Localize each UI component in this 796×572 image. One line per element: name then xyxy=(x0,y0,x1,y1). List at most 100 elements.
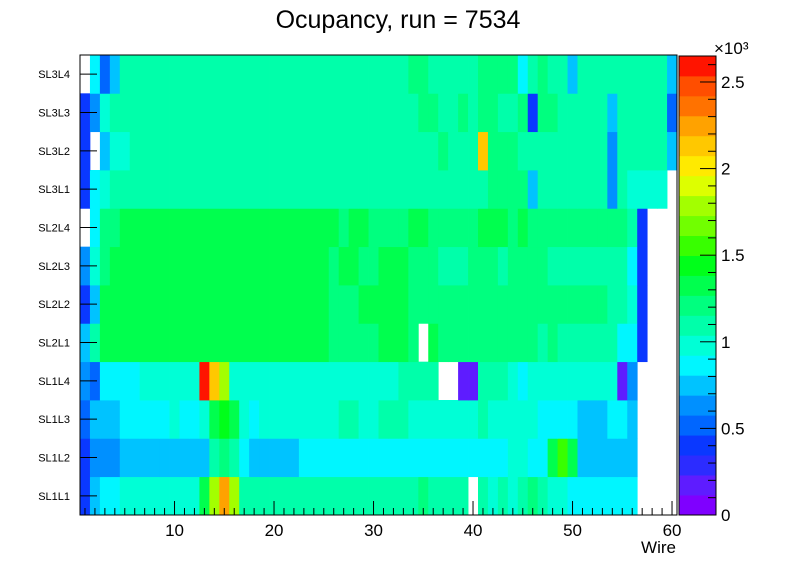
heatmap-cell xyxy=(448,285,459,324)
heatmap-cell xyxy=(537,246,549,286)
heatmap-cell xyxy=(189,208,200,248)
heatmap-cell xyxy=(199,170,210,209)
heatmap-cell xyxy=(219,93,230,133)
heatmap-cell xyxy=(139,55,151,94)
heatmap-cell xyxy=(378,93,389,133)
heatmap-cell xyxy=(408,438,419,478)
heatmap-cell xyxy=(458,361,469,401)
heatmap-cell xyxy=(189,170,200,209)
heatmap-cell xyxy=(298,361,310,401)
heatmap-cell xyxy=(378,476,389,516)
heatmap-cell xyxy=(667,55,678,94)
heatmap-cell xyxy=(408,246,419,286)
heatmap-cell xyxy=(288,361,300,401)
heatmap-cell xyxy=(288,131,300,171)
heatmap-cell xyxy=(338,400,350,439)
heatmap-cell xyxy=(239,246,250,286)
heatmap-cell xyxy=(597,208,608,248)
heatmap-cell xyxy=(149,208,160,248)
heatmap-cell xyxy=(448,131,459,171)
heatmap-cell xyxy=(607,285,618,324)
heatmap-cell xyxy=(527,131,539,171)
heatmap-cell xyxy=(249,400,260,439)
heatmap-cell xyxy=(179,361,190,401)
x-tick-label: 50 xyxy=(563,521,582,540)
heatmap-cell xyxy=(627,361,638,401)
heatmap-cell xyxy=(308,170,320,209)
heatmap-cell xyxy=(239,208,250,248)
heatmap-cell xyxy=(517,361,529,401)
heatmap-cell xyxy=(458,438,469,478)
heatmap-cell xyxy=(298,55,310,94)
heatmap-cell xyxy=(517,208,529,248)
heatmap-cell xyxy=(627,93,638,133)
heatmap-cell xyxy=(577,438,588,478)
heatmap-cell xyxy=(328,246,340,286)
heatmap-cell xyxy=(129,246,141,286)
heatmap-cell xyxy=(288,170,300,209)
heatmap-cell xyxy=(647,170,658,209)
heatmap-cell xyxy=(348,323,359,363)
heatmap-cell xyxy=(418,361,429,401)
heatmap-cell xyxy=(129,208,141,248)
heatmap-cell xyxy=(279,208,290,248)
heatmap-cell xyxy=(378,208,389,248)
heatmap-cell xyxy=(99,476,111,516)
heatmap-cell xyxy=(547,131,558,171)
heatmap-cell xyxy=(547,476,558,516)
heatmap-cell xyxy=(279,323,290,363)
heatmap-cell xyxy=(259,55,270,94)
heatmap-cell xyxy=(557,93,568,133)
heatmap-cell xyxy=(428,476,439,516)
heatmap-cell xyxy=(458,208,469,248)
heatmap-cell xyxy=(139,131,151,171)
heatmap-cell xyxy=(637,55,648,94)
heatmap-cell xyxy=(597,93,608,133)
heatmap-cell xyxy=(408,208,419,248)
heatmap-cell xyxy=(438,438,449,478)
heatmap-cell xyxy=(149,55,160,94)
heatmap-cell xyxy=(617,361,628,401)
heatmap-cell xyxy=(627,55,638,94)
heatmap-cell xyxy=(547,55,558,94)
heatmap-cell xyxy=(279,400,290,439)
heatmap-cell xyxy=(398,246,409,286)
heatmap-cell xyxy=(199,93,210,133)
heatmap-cell xyxy=(478,323,489,363)
heatmap-cell xyxy=(249,55,260,94)
heatmap-cell xyxy=(547,208,558,248)
heatmap-cell xyxy=(169,246,180,286)
heatmap-cell xyxy=(487,438,499,478)
heatmap-cell xyxy=(328,131,340,171)
heatmap-cell xyxy=(458,131,469,171)
heatmap-cell xyxy=(308,285,320,324)
heatmap-cell xyxy=(537,476,549,516)
heatmap-cell xyxy=(358,361,369,401)
heatmap-cell xyxy=(298,323,310,363)
heatmap-cell xyxy=(249,208,260,248)
heatmap-cell xyxy=(209,438,220,478)
heatmap-cell xyxy=(348,361,359,401)
y-tick-label: SL1L1 xyxy=(38,491,70,503)
heatmap-cell xyxy=(99,93,111,133)
heatmap-cell xyxy=(597,361,608,401)
heatmap-cell xyxy=(239,55,250,94)
heatmap-cell xyxy=(129,131,141,171)
heatmap-cell xyxy=(617,476,628,516)
heatmap-cell xyxy=(438,285,449,324)
heatmap-cell xyxy=(298,131,310,171)
heatmap-cell xyxy=(527,208,539,248)
heatmap-cell xyxy=(587,323,598,363)
heatmap-cell xyxy=(517,93,529,133)
heatmap-cell xyxy=(279,170,290,209)
heatmap-cell xyxy=(189,438,200,478)
heatmap-cell xyxy=(557,400,568,439)
heatmap-cell xyxy=(368,438,379,478)
heatmap-cell xyxy=(109,285,121,324)
heatmap-cell xyxy=(527,438,539,478)
heatmap-cell xyxy=(487,170,499,209)
heatmap-cell xyxy=(99,55,111,94)
heatmap-cell xyxy=(298,285,310,324)
heatmap-cell xyxy=(487,476,499,516)
